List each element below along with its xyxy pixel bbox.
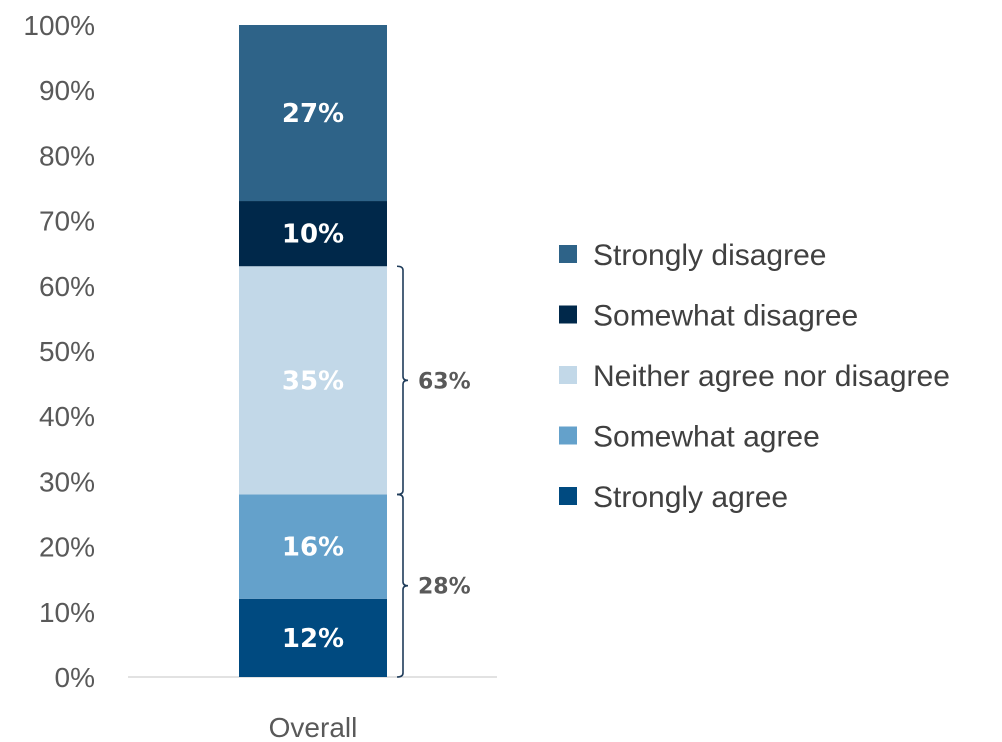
bar-segment-strongly-disagree <box>239 25 387 202</box>
brace-label-28-pct: 28% <box>418 575 471 600</box>
y-tick-label: 40% <box>39 401 95 432</box>
bar-stack <box>239 25 387 677</box>
legend-swatch-somewhat-agree <box>559 426 577 445</box>
data-label-somewhat-agree: 16% <box>282 533 344 563</box>
y-tick-label: 90% <box>39 75 95 106</box>
legend-label-strongly-disagree: Strongly disagree <box>593 239 826 272</box>
bar-segment-somewhat-agree <box>239 494 387 599</box>
legend-swatch-neither-agree-nor-disagree <box>559 366 577 384</box>
segment-labels: 12% 16% 35% 10% 27% <box>282 99 344 654</box>
y-tick-label: 60% <box>39 271 95 302</box>
data-label-strongly-agree: 12% <box>282 624 344 654</box>
bar-segment-neither-agree-nor-disagree <box>239 266 387 495</box>
data-label-somewhat-disagree: 10% <box>282 220 344 250</box>
data-label-neither-agree-nor-disagree: 35% <box>282 366 344 396</box>
bar-segment-strongly-agree <box>239 598 387 677</box>
legend-swatch-strongly-disagree <box>559 245 577 263</box>
brace-28-pct <box>396 493 409 678</box>
legend-swatch-strongly-agree <box>559 487 577 505</box>
x-axis-categories: Overall <box>269 712 358 742</box>
legend-label-strongly-agree: Strongly agree <box>593 481 788 514</box>
y-tick-label: 20% <box>39 532 95 563</box>
y-tick-label: 30% <box>39 466 95 497</box>
y-tick-label: 50% <box>39 336 95 367</box>
legend: Strongly disagree Somewhat disagree Neithe… <box>559 239 950 514</box>
legend-label-somewhat-disagree: Somewhat disagree <box>593 300 858 333</box>
data-label-strongly-disagree: 27% <box>282 99 344 129</box>
cumulative-brackets: 28% 63% <box>396 265 471 678</box>
bar-segment-somewhat-disagree <box>239 201 387 267</box>
y-tick-label: 100% <box>23 10 95 41</box>
y-axis: 0% 10% 20% 30% 40% 50% 60% 70% 80% 90% 100% <box>23 10 95 693</box>
legend-label-somewhat-agree: Somewhat agree <box>593 421 820 454</box>
y-tick-label: 10% <box>39 597 95 628</box>
legend-swatch-somewhat-disagree <box>559 305 577 324</box>
y-tick-label: 0% <box>55 662 95 693</box>
x-tick-label: Overall <box>269 712 358 742</box>
y-tick-label: 70% <box>39 206 95 237</box>
brace-63-pct <box>396 265 409 496</box>
brace-label-63-pct: 63% <box>418 369 471 394</box>
y-tick-label: 80% <box>39 140 95 171</box>
legend-label-neither-agree-nor-disagree: Neither agree nor disagree <box>593 360 950 393</box>
